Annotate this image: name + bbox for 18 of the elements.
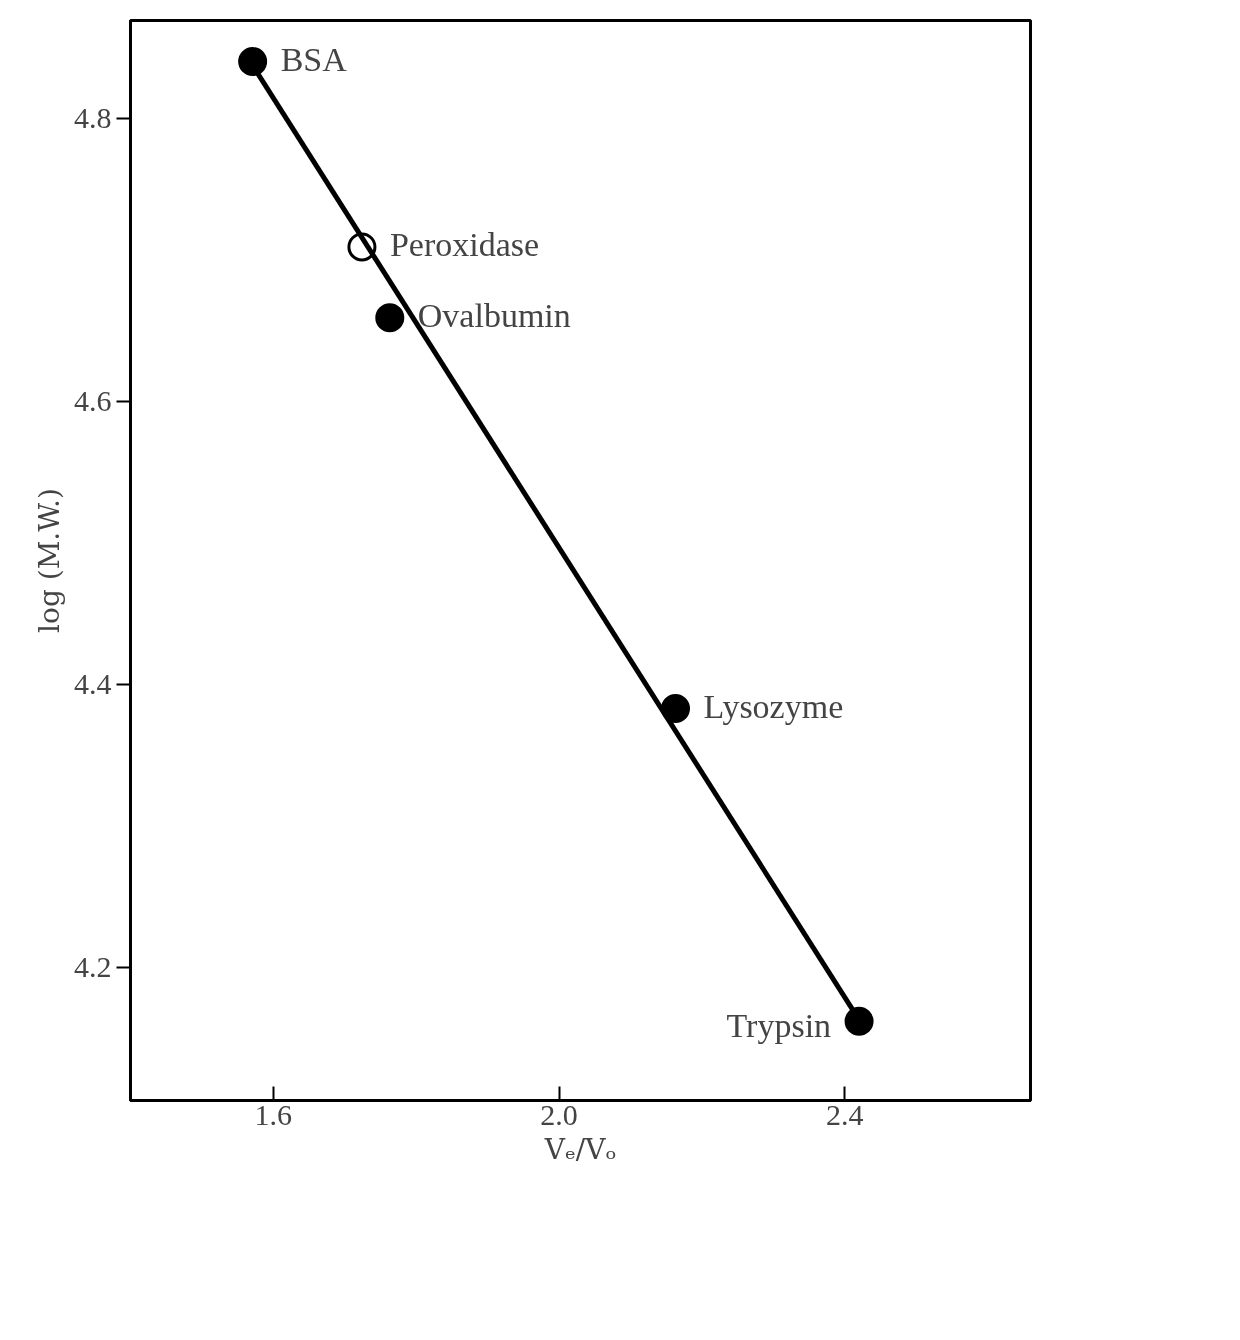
point xyxy=(844,1006,874,1036)
y-tick-label: 4.2 xyxy=(74,949,112,983)
x-axis-title: Vₑ/Vₒ xyxy=(543,1132,617,1166)
y-tick-label: 4.4 xyxy=(74,666,112,700)
annotation: Peroxidase xyxy=(389,226,540,264)
annotation: Lysozyme xyxy=(703,687,844,725)
point xyxy=(238,47,268,77)
point xyxy=(375,303,405,333)
x-tick-label: 2.4 xyxy=(826,1097,864,1131)
x-tick-label: 2.0 xyxy=(540,1097,578,1131)
y-tick-label: 4.6 xyxy=(74,383,112,417)
y-tick-label: 4.8 xyxy=(74,100,112,134)
annotation: Ovalbumin xyxy=(417,297,571,335)
x-tick-label: 1.6 xyxy=(254,1097,293,1131)
point xyxy=(661,693,690,723)
annotation: Trypsin xyxy=(726,1006,832,1044)
y-axis-title: log (M.W.) xyxy=(33,488,66,633)
annotation: BSA xyxy=(280,41,348,79)
